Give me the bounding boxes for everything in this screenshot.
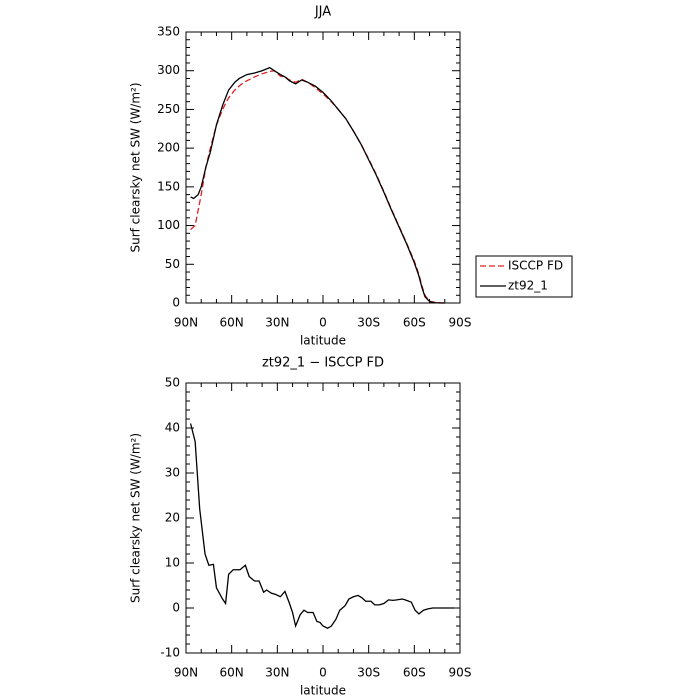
- y-tick-label: 50: [165, 376, 180, 390]
- panel-title: zt92_1 − ISCCP FD: [262, 356, 384, 371]
- x-tick-label: 60N: [220, 316, 244, 330]
- panel-title: JJA: [314, 5, 331, 20]
- legend-label: ISCCP FD: [508, 259, 563, 273]
- x-tick-label: 60N: [220, 666, 244, 680]
- y-tick-label: 20: [165, 511, 180, 525]
- legend-box: [475, 255, 573, 298]
- x-tick-label: 90S: [449, 316, 472, 330]
- plot-frame: [185, 31, 461, 304]
- y-tick-label: 150: [157, 179, 180, 193]
- x-tick-label: 90N: [174, 316, 198, 330]
- x-tick-label: 60S: [403, 666, 426, 680]
- x-axis-label: latitude: [300, 334, 346, 348]
- y-tick-label: 30: [165, 466, 180, 480]
- y-axis-label: Surf clearsky net SW (W/m²): [129, 82, 143, 252]
- x-tick-label: 30S: [357, 666, 380, 680]
- y-tick-label: 0: [172, 601, 180, 615]
- y-tick-label: 300: [157, 63, 180, 77]
- legend-label: zt92_1: [508, 279, 548, 293]
- x-tick-label: 30S: [357, 316, 380, 330]
- y-tick-label: 50: [165, 257, 180, 271]
- y-tick-label: -10: [160, 646, 180, 660]
- y-axis-label: Surf clearsky net SW (W/m²): [129, 433, 143, 603]
- x-tick-label: 30N: [265, 666, 289, 680]
- data-line: [189, 423, 454, 629]
- y-tick-label: 0: [172, 296, 180, 310]
- y-tick-label: 100: [157, 218, 180, 232]
- y-tick-label: 40: [165, 421, 180, 435]
- y-tick-label: 10: [165, 556, 180, 570]
- data-line: [190, 70, 445, 304]
- x-tick-label: 0: [319, 666, 327, 680]
- y-tick-label: 200: [157, 141, 180, 155]
- x-tick-label: 0: [319, 316, 327, 330]
- x-tick-label: 90S: [449, 666, 472, 680]
- y-tick-label: 250: [157, 102, 180, 116]
- x-axis-label: latitude: [300, 684, 346, 698]
- x-tick-label: 90N: [174, 666, 198, 680]
- x-tick-label: 30N: [265, 316, 289, 330]
- y-tick-label: 350: [157, 25, 180, 39]
- data-line: [190, 66, 445, 304]
- x-tick-label: 60S: [403, 316, 426, 330]
- plot-frame: [185, 382, 461, 654]
